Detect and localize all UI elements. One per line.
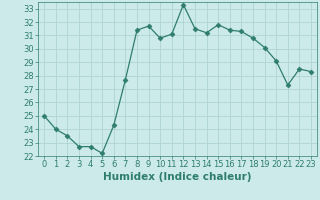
X-axis label: Humidex (Indice chaleur): Humidex (Indice chaleur): [103, 172, 252, 182]
